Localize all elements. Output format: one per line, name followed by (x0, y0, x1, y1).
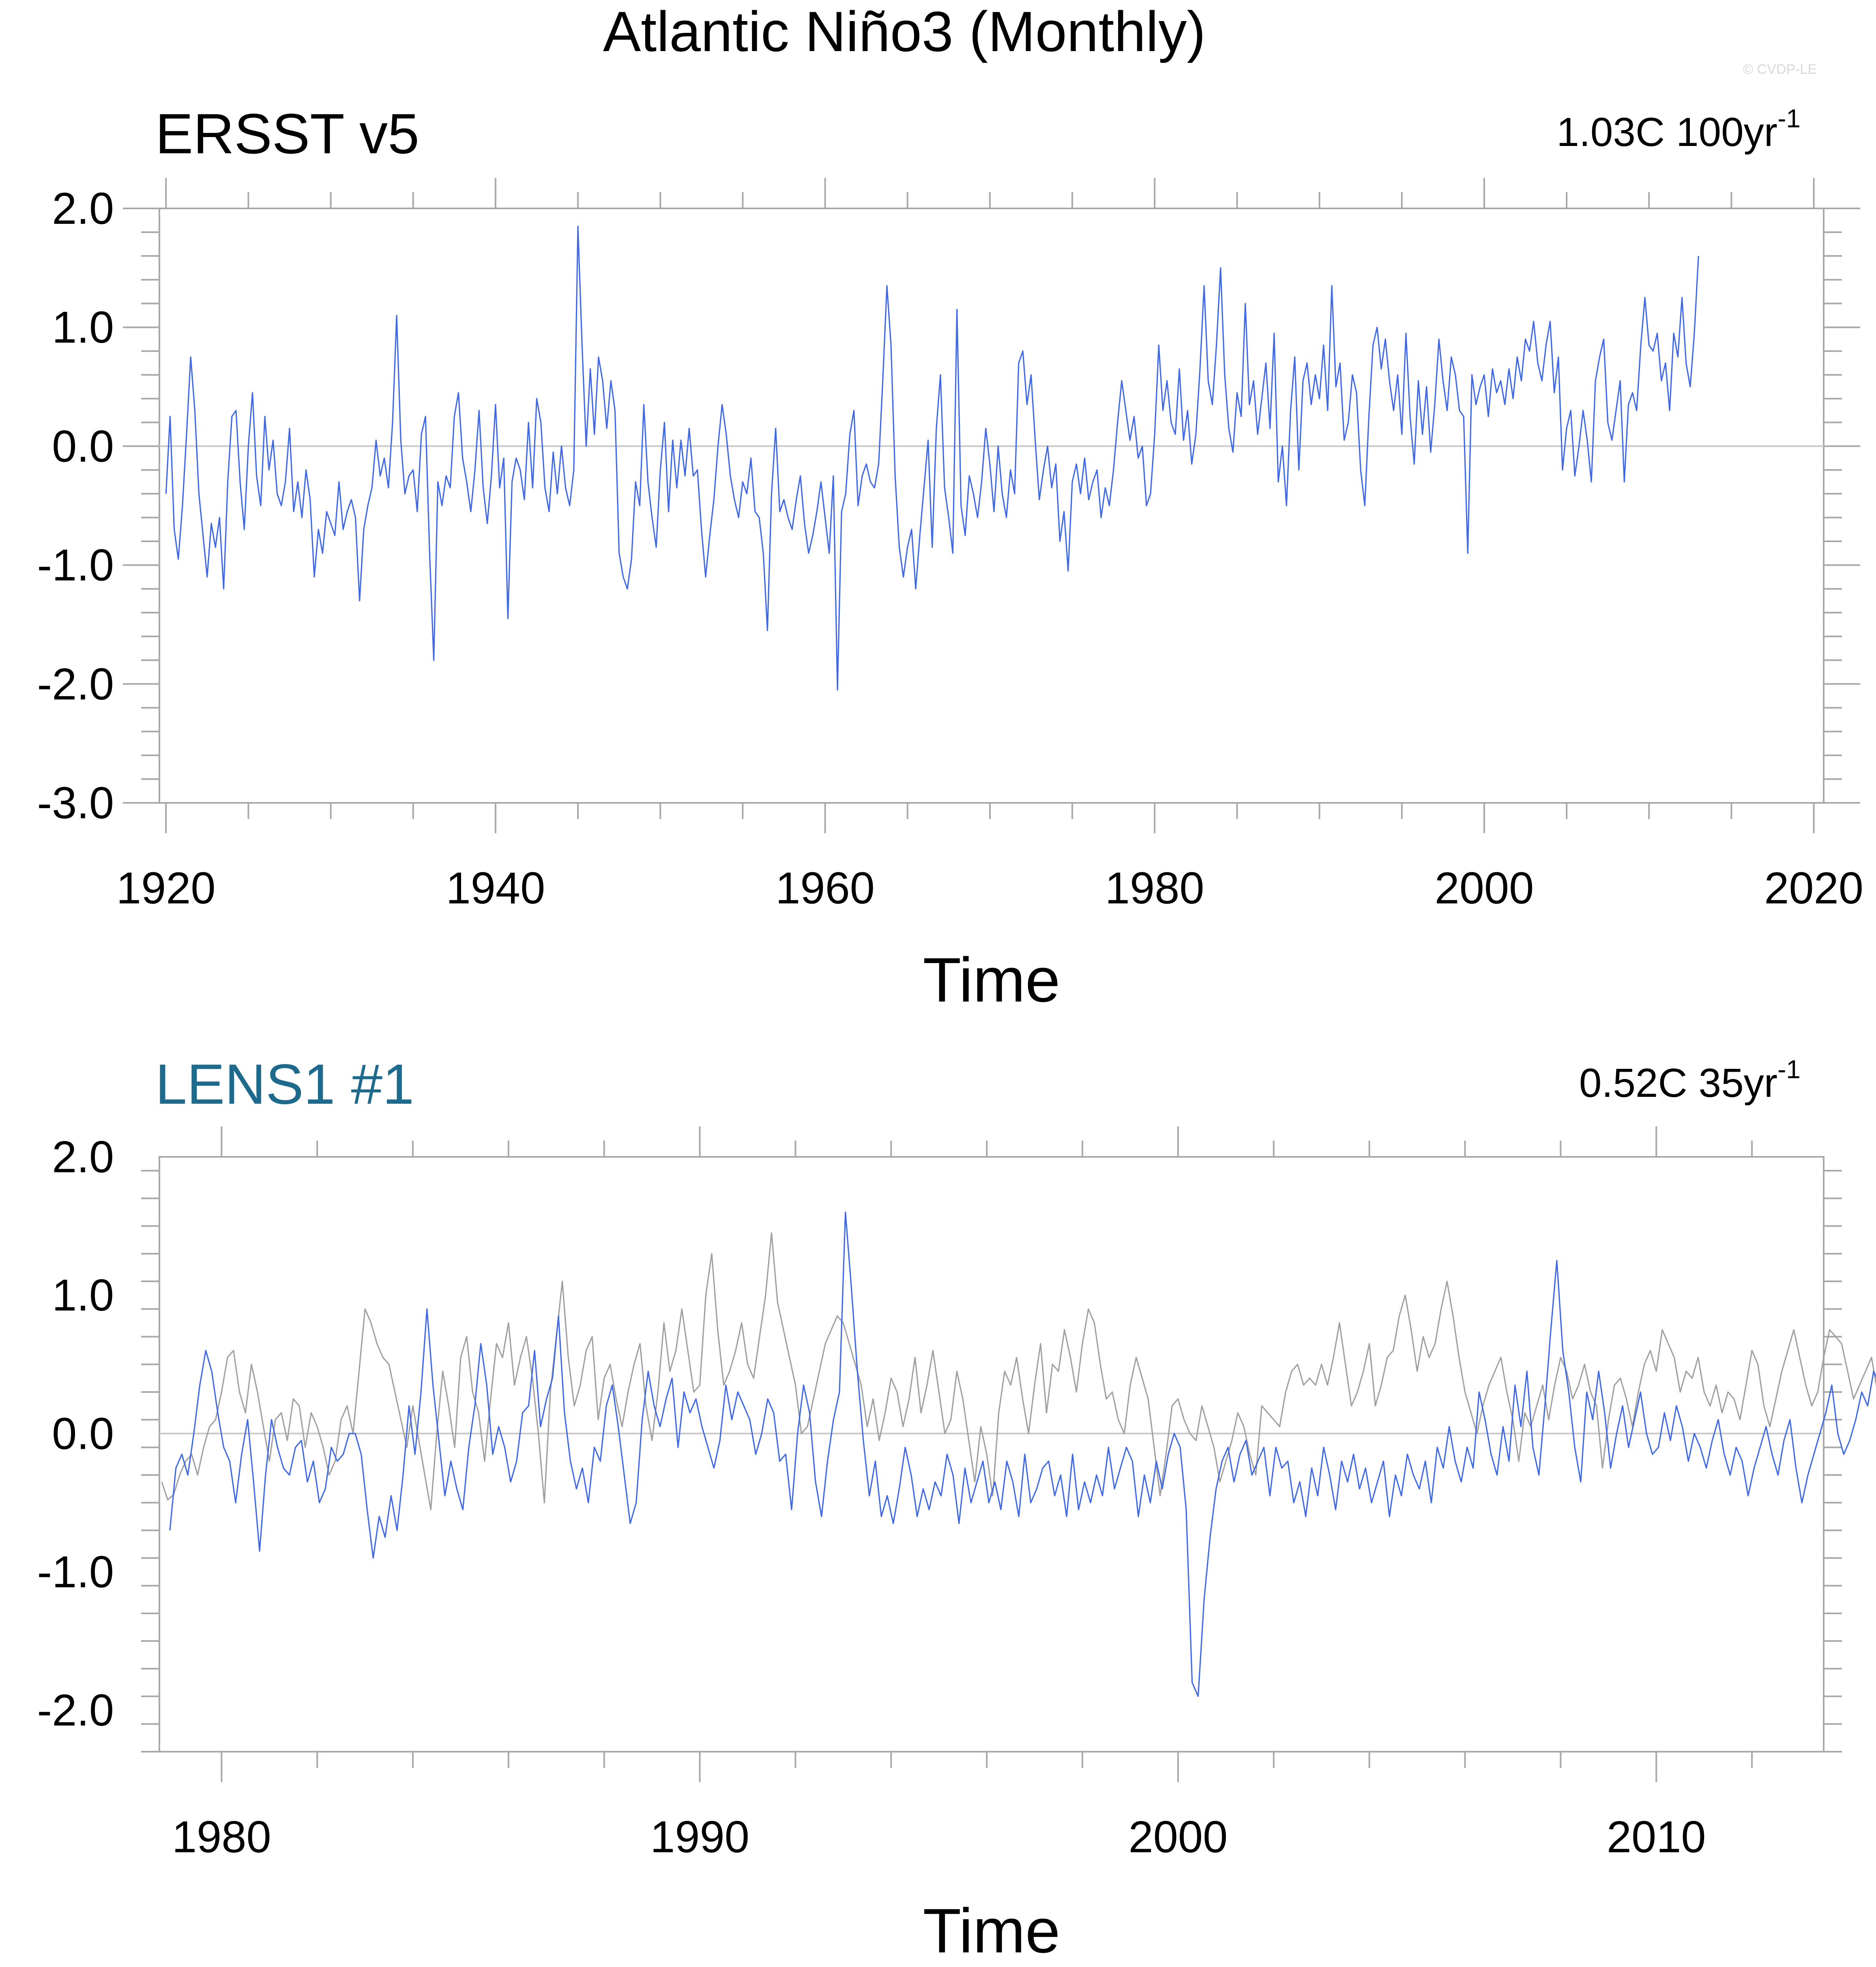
y-tick-label: 0.0 (52, 1409, 114, 1459)
trend-value: 0.52C 35yr (1579, 1060, 1777, 1106)
y-tick-label: -2.0 (37, 659, 114, 709)
x-tick-labels: 1980 1990 2000 2010 (172, 1812, 1706, 1862)
x-tick-label: 1940 (446, 863, 545, 913)
y-tick-label: -1.0 (37, 1547, 114, 1597)
y-tick-label: 2.0 (52, 184, 114, 234)
series-line-primary (169, 1211, 1876, 1697)
x-tick-marks (165, 178, 1815, 833)
series-lines (161, 1211, 1876, 1697)
x-tick-label: 1980 (1105, 863, 1204, 913)
trend-exponent: -1 (1777, 104, 1801, 133)
x-tick-label: 2000 (1435, 863, 1534, 913)
trend-label: 0.52C 35yr-1 (1579, 1055, 1801, 1106)
watermark: © CVDP-LE (1743, 62, 1817, 77)
trend-label: 1.03C 100yr-1 (1556, 104, 1801, 155)
y-tick-label: -1.0 (37, 541, 114, 590)
y-tick-label: 1.0 (52, 1270, 114, 1320)
x-tick-label: 1920 (116, 863, 216, 913)
y-tick-label: 1.0 (52, 302, 114, 352)
axes-frame (159, 1156, 1824, 1752)
y-tick-label: -2.0 (37, 1686, 114, 1735)
trend-value: 1.03C 100yr (1556, 109, 1777, 155)
x-axis-label: Time (923, 1896, 1060, 1966)
y-tick-labels: 2.0 1.0 0.0 -1.0 -2.0 (37, 1132, 114, 1735)
x-tick-labels: 1920 1940 1960 1980 2000 2020 (116, 863, 1863, 913)
series-line-secondary (161, 1232, 1876, 1510)
plot-frame (159, 208, 1824, 804)
axes-frame (159, 208, 1824, 804)
x-tick-label: 2000 (1129, 1812, 1228, 1862)
x-tick-label: 2010 (1607, 1812, 1706, 1862)
figure-title: Atlantic Niño3 (Monthly) (603, 0, 1206, 63)
x-tick-marks (221, 1126, 1753, 1782)
y-tick-label: -3.0 (37, 778, 114, 828)
y-tick-marks (141, 1170, 1842, 1752)
plot-frame (159, 1156, 1824, 1752)
x-tick-label: 1980 (172, 1812, 271, 1862)
y-tick-label: 2.0 (52, 1132, 114, 1182)
trend-exponent: -1 (1777, 1055, 1801, 1084)
y-tick-label: 0.0 (52, 421, 114, 471)
x-tick-label: 1960 (775, 863, 875, 913)
x-axis-label: Time (923, 945, 1060, 1015)
series-line-primary (165, 225, 1699, 691)
x-tick-label: 1990 (650, 1812, 749, 1862)
panel-title: ERSST v5 (155, 102, 419, 165)
y-tick-marks (123, 208, 1860, 804)
y-tick-labels: 2.0 1.0 0.0 -1.0 -2.0 -3.0 (37, 184, 114, 828)
x-tick-label: 2020 (1764, 863, 1863, 913)
panel-ersst: ERSST v5 1.03C 100yr-1 1920 1940 1960 19… (37, 102, 1863, 1015)
panel-title: LENS1 #1 (155, 1052, 414, 1116)
series-lines (165, 225, 1699, 691)
panel-lens1: LENS1 #1 0.52C 35yr-1 1980 1990 2000 201… (37, 1052, 1876, 1966)
